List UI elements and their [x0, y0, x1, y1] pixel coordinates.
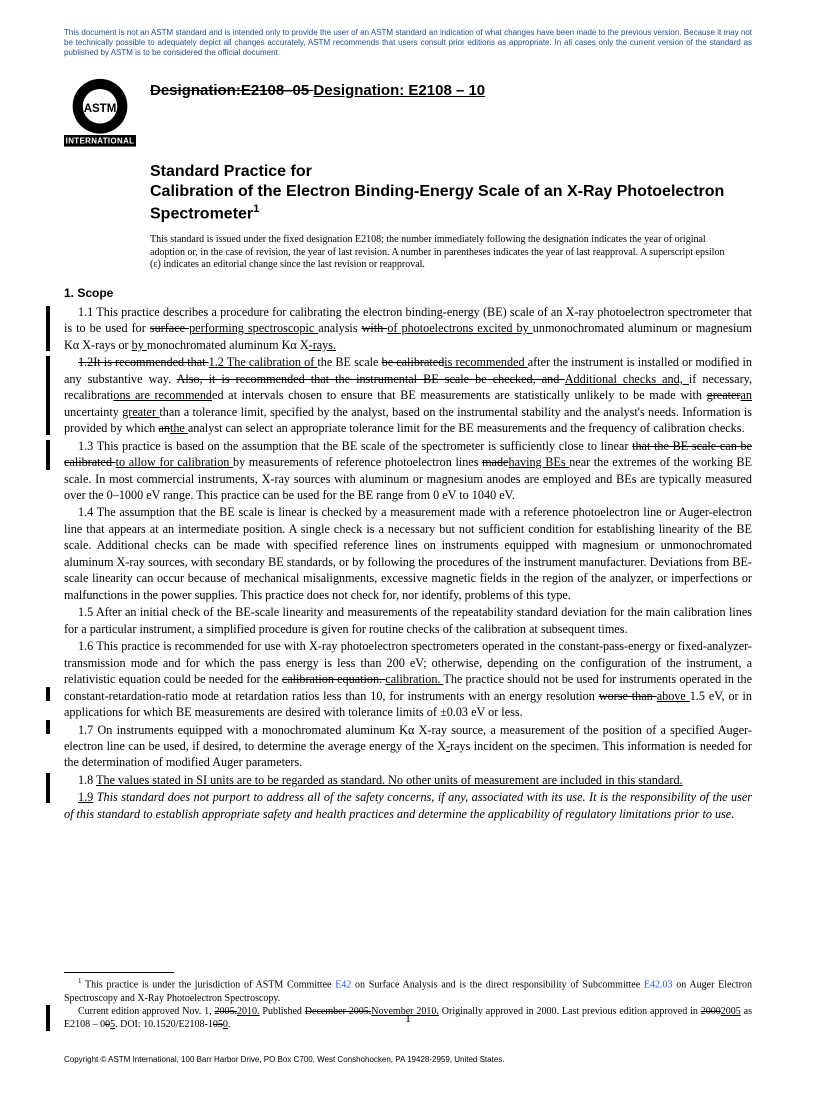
designation-old: Designation:E2108–05: [150, 82, 313, 99]
para-1-7: 1.7 On instruments equipped with a monoc…: [64, 722, 752, 771]
copyright: Copyright © ASTM International, 100 Barr…: [64, 1055, 752, 1064]
title-block: Standard Practice for Calibration of the…: [150, 162, 752, 224]
issuance-note: This standard is issued under the fixed …: [150, 234, 732, 272]
svg-text:ASTM: ASTM: [84, 103, 117, 115]
subcommittee-link[interactable]: E42.03: [644, 980, 673, 991]
para-1-3: 1.3 This practice is based on the assump…: [64, 438, 752, 504]
para-1-4: 1.4 The assumption that the BE scale is …: [64, 504, 752, 603]
page-number: 1: [0, 1011, 816, 1026]
para-1-8: 1.8 The values stated in SI units are to…: [64, 772, 752, 788]
title-line-2: Calibration of the Electron Binding-Ener…: [150, 182, 752, 224]
disclaimer-text: This document is not an ASTM standard an…: [64, 28, 752, 58]
committee-link[interactable]: E42: [335, 980, 351, 991]
astm-logo: ASTM INTERNATIONAL: [64, 76, 136, 148]
designation: Designation:E2108–05 Designation: E2108 …: [150, 76, 485, 99]
footnote-1: 1 This practice is under the jurisdictio…: [64, 977, 752, 1004]
para-1-5: 1.5 After an initial check of the BE-sca…: [64, 604, 752, 637]
svg-text:INTERNATIONAL: INTERNATIONAL: [66, 137, 135, 146]
header-row: ASTM INTERNATIONAL Designation:E2108–05 …: [64, 76, 752, 148]
title-line-1: Standard Practice for: [150, 162, 752, 182]
designation-new: Designation: E2108 – 10: [313, 82, 485, 99]
para-1-2: 1.2It is recommended that 1.2 The calibr…: [64, 354, 752, 436]
footnote-rule: [64, 972, 174, 973]
para-1-1: 1.1 This practice describes a procedure …: [64, 304, 752, 353]
section-1-head: 1. Scope: [64, 286, 752, 300]
para-1-6: 1.6 This practice is recommended for use…: [64, 638, 752, 720]
para-1-9: 1.9 This standard does not purport to ad…: [64, 789, 752, 822]
